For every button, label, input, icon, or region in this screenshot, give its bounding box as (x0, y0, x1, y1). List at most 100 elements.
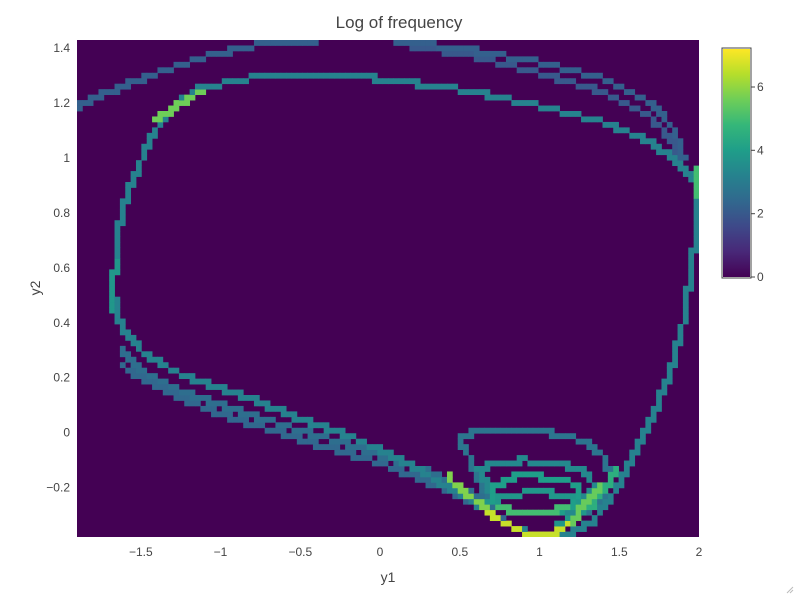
heatmap-cell (371, 78, 378, 85)
heatmap-cell (479, 427, 485, 434)
heatmap-cell (688, 176, 695, 183)
heatmap-cell (538, 427, 544, 434)
heatmap-cell (162, 116, 169, 123)
heatmap-cell (414, 40, 421, 46)
heatmap-cell (543, 105, 550, 112)
heatmap-cell (554, 433, 560, 440)
heatmap-cell (318, 433, 325, 440)
heatmap-cell (688, 263, 695, 270)
heatmap-cell (227, 389, 233, 396)
heatmap-cell (484, 427, 491, 434)
heatmap-cell (661, 389, 668, 396)
heatmap-cell (591, 482, 598, 489)
heatmap-cell (468, 493, 475, 500)
heatmap-cell (345, 438, 351, 445)
heatmap-cell (640, 94, 646, 101)
heatmap-cell (334, 427, 341, 434)
heatmap-cell (629, 89, 636, 96)
heatmap-cell (532, 460, 539, 467)
heatmap-cell (597, 498, 603, 505)
heatmap-cell (468, 455, 475, 461)
heatmap-cell (237, 389, 244, 396)
heatmap-cell (146, 72, 153, 79)
heatmap-cell (253, 422, 260, 429)
heatmap-cell (500, 520, 507, 527)
heatmap-cell (318, 422, 325, 429)
heatmap-cell (693, 182, 699, 188)
heatmap-cell (146, 373, 153, 380)
heatmap-cell (296, 427, 303, 434)
heatmap-cell (430, 45, 437, 52)
heatmap-cell (575, 67, 582, 74)
y-tick-label: 1.4 (53, 41, 70, 55)
heatmap-cell (441, 487, 448, 494)
heatmap-cell (672, 138, 678, 145)
heatmap-cell (581, 493, 587, 500)
heatmap-cell (436, 476, 443, 483)
heatmap-cell (602, 487, 609, 494)
heatmap-cell (656, 149, 662, 156)
heatmap-cell (570, 520, 577, 527)
heatmap-cell (650, 121, 657, 128)
heatmap-cell (446, 45, 453, 52)
heatmap-cell (194, 400, 201, 407)
heatmap-cell (538, 531, 544, 537)
heatmap-cell (688, 258, 695, 265)
heatmap-cell (479, 493, 485, 500)
heatmap-cell (484, 498, 491, 505)
heatmap-cell (307, 72, 314, 79)
heatmap-cell (361, 438, 367, 445)
heatmap-cell (484, 56, 491, 63)
heatmap-cell (661, 132, 668, 139)
heatmap-cell (575, 504, 582, 511)
heatmap-cell (602, 504, 609, 511)
heatmap-cell (184, 100, 190, 106)
heatmap-cell (661, 116, 668, 123)
heatmap-cell (307, 40, 314, 46)
heatmap-cell (152, 116, 158, 123)
heatmap-cell (280, 427, 287, 434)
y-tick-label: 0.8 (53, 206, 70, 220)
heatmap-cell (162, 384, 169, 390)
heatmap-cell (693, 225, 699, 232)
heatmap-cell (441, 50, 448, 57)
heatmap-cell (130, 334, 137, 341)
resize-grip-icon[interactable] (786, 586, 794, 594)
heatmap-cell (77, 100, 83, 106)
heatmap-cell (543, 72, 550, 79)
heatmap-cell (473, 45, 480, 52)
heatmap-cell (355, 438, 362, 445)
heatmap-cell (591, 116, 598, 123)
heatmap-cell (119, 362, 126, 369)
heatmap-cell (473, 471, 480, 478)
heatmap-cell (473, 466, 480, 472)
heatmap-cell (570, 509, 577, 516)
colorbar-tick-label: 2 (757, 207, 764, 221)
heatmap-cell (216, 411, 223, 418)
heatmap-cell (371, 72, 378, 79)
heatmap-cell (430, 40, 437, 46)
heatmap-cell (672, 149, 678, 156)
heatmap-cell (693, 220, 699, 227)
heatmap-cell (173, 105, 180, 112)
heatmap-cell (473, 50, 480, 57)
heatmap-cell (173, 367, 180, 374)
heatmap-cell (548, 531, 555, 537)
heatmap-cell (570, 482, 577, 489)
heatmap-cell (527, 427, 534, 434)
heatmap-cell (270, 72, 276, 79)
heatmap-cell (184, 395, 190, 401)
heatmap-cell (682, 318, 689, 325)
heatmap-cell (211, 83, 217, 90)
heatmap-cell (109, 291, 115, 298)
heatmap-cell (398, 78, 405, 85)
heatmap-cell (570, 526, 577, 532)
heatmap-cell (500, 61, 507, 68)
heatmap-cell (302, 72, 308, 79)
heatmap-cell (237, 395, 244, 401)
heatmap-cell (109, 274, 115, 281)
heatmap-cell (355, 72, 362, 79)
heatmap-cell (382, 78, 389, 85)
heatmap-cell (602, 493, 609, 500)
heatmap-cell (232, 389, 239, 396)
